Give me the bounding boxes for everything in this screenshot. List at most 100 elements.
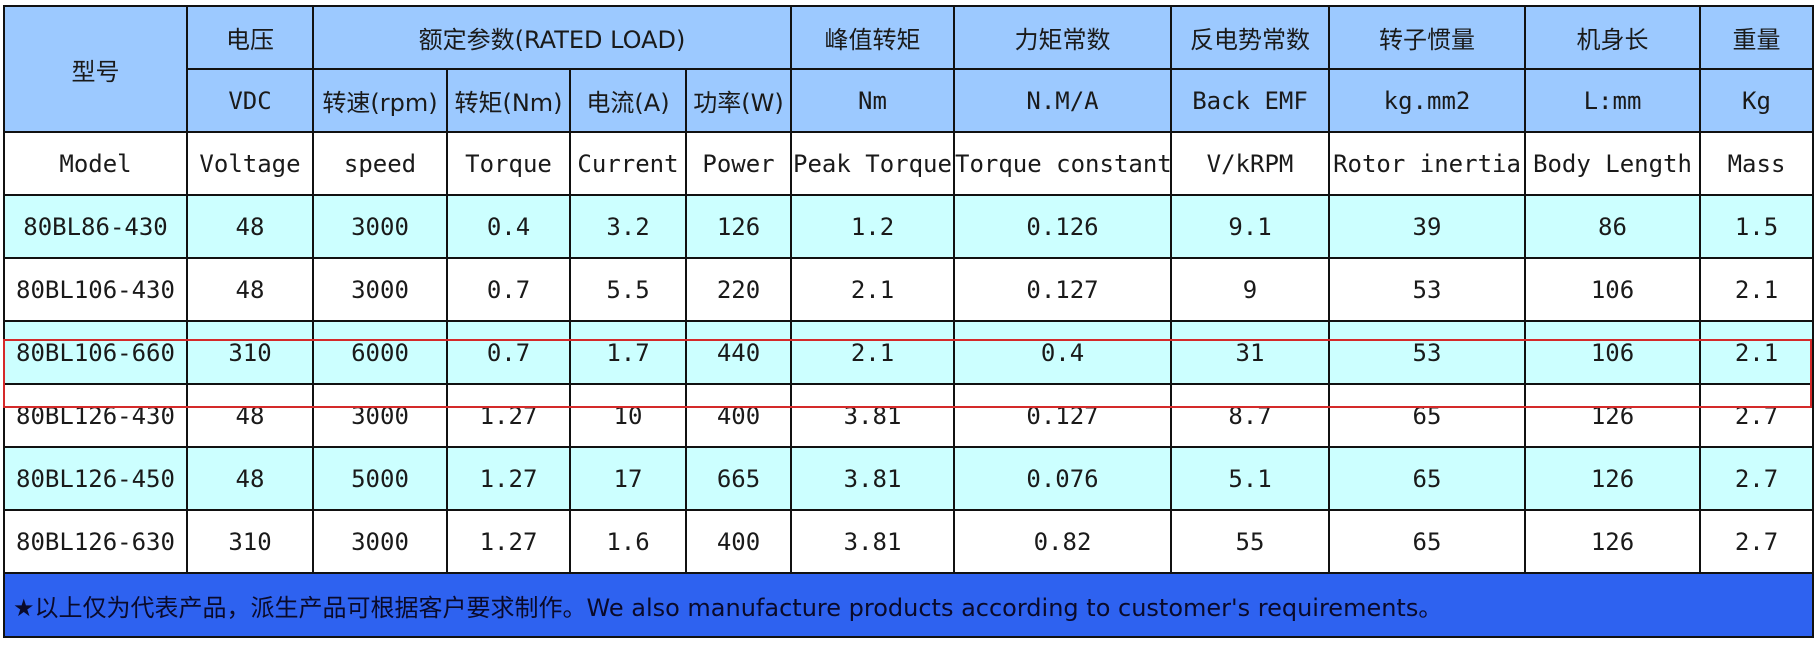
header-speed-en: speed [312, 131, 448, 196]
cell-mass: 2.7 [1699, 383, 1814, 448]
header-peak-en: Peak Torque [790, 131, 955, 196]
cell-speed: 3000 [312, 257, 448, 322]
cell-ke: 9.1 [1170, 194, 1330, 259]
header-power-en: Power [685, 131, 792, 196]
cell-current: 3.2 [569, 194, 687, 259]
cell-torque: 0.7 [446, 320, 571, 385]
cell-kt: 0.126 [953, 194, 1172, 259]
cell-ke: 5.1 [1170, 446, 1330, 511]
cell-model: 80BL106-660 [3, 320, 188, 385]
cell-inertia: 39 [1328, 194, 1526, 259]
header-row-units: VDC 转速(rpm) 转矩(Nm) 电流(A) 功率(W) Nm N.M/A … [4, 68, 1814, 133]
cell-model: 80BL126-430 [3, 383, 188, 448]
header-torque-const-unit: N.M/A [953, 68, 1172, 133]
cell-inertia: 65 [1328, 509, 1526, 574]
cell-peak: 3.81 [790, 509, 955, 574]
cell-peak: 2.1 [790, 320, 955, 385]
cell-kt: 0.127 [953, 383, 1172, 448]
cell-inertia: 65 [1328, 383, 1526, 448]
spec-table-container: 型号 电压 额定参数(RATED LOAD) 峰值转矩 力矩常数 反电势常数 转… [3, 5, 1814, 638]
cell-inertia: 65 [1328, 446, 1526, 511]
cell-power: 220 [685, 257, 792, 322]
cell-speed: 3000 [312, 194, 448, 259]
cell-voltage: 310 [186, 509, 314, 574]
cell-model: 80BL126-450 [3, 446, 188, 511]
motor-spec-table: 型号 电压 额定参数(RATED LOAD) 峰值转矩 力矩常数 反电势常数 转… [3, 5, 1814, 638]
header-current-en: Current [569, 131, 687, 196]
cell-mass: 2.1 [1699, 257, 1814, 322]
header-speed-cn: 转速(rpm) [312, 68, 448, 133]
cell-model: 80BL106-430 [3, 257, 188, 322]
cell-mass: 2.7 [1699, 446, 1814, 511]
header-inertia-en: Rotor inertia [1328, 131, 1526, 196]
header-length-unit: L:mm [1524, 68, 1701, 133]
header-peak-cn: 峰值转矩 [790, 5, 955, 70]
cell-inertia: 53 [1328, 257, 1526, 322]
cell-torque: 1.27 [446, 509, 571, 574]
header-row-cn: 型号 电压 额定参数(RATED LOAD) 峰值转矩 力矩常数 反电势常数 转… [3, 5, 1814, 133]
header-model-en: Model [3, 131, 188, 196]
header-model-cn: 型号 [3, 5, 188, 133]
cell-peak: 1.2 [790, 194, 955, 259]
table-row: 80BL106-660 310 6000 0.7 1.7 440 2.1 0.4 31 53 106… [3, 320, 1814, 385]
cell-length: 126 [1524, 446, 1701, 511]
cell-length: 126 [1524, 509, 1701, 574]
cell-current: 1.7 [569, 320, 687, 385]
footer-note: ★以上仅为代表产品，派生产品可根据客户要求制作。We also manufact… [3, 572, 1814, 638]
cell-peak: 2.1 [790, 257, 955, 322]
header-voltage-cn: 电压 [186, 5, 314, 70]
header-length-cn: 机身长 [1524, 5, 1701, 70]
cell-current: 5.5 [569, 257, 687, 322]
header-mass-en: Mass [1699, 131, 1814, 196]
cell-current: 17 [569, 446, 687, 511]
header-back-emf-en: V/kRPM [1170, 131, 1330, 196]
header-voltage-unit: VDC [186, 68, 314, 133]
cell-ke: 8.7 [1170, 383, 1330, 448]
cell-speed: 3000 [312, 383, 448, 448]
cell-power: 665 [685, 446, 792, 511]
cell-peak: 3.81 [790, 446, 955, 511]
cell-voltage: 48 [186, 383, 314, 448]
header-torque-const-cn: 力矩常数 [953, 5, 1172, 70]
cell-voltage: 48 [186, 194, 314, 259]
header-torque-cn: 转矩(Nm) [446, 68, 571, 133]
cell-current: 1.6 [569, 509, 687, 574]
header-current-cn: 电流(A) [569, 68, 687, 133]
header-inertia-cn: 转子惯量 [1328, 5, 1526, 70]
header-voltage-en: Voltage [186, 131, 314, 196]
cell-power: 440 [685, 320, 792, 385]
cell-kt: 0.076 [953, 446, 1172, 511]
header-row-en: Model Voltage speed Torque Current Power… [3, 131, 1814, 196]
cell-speed: 3000 [312, 509, 448, 574]
cell-ke: 31 [1170, 320, 1330, 385]
cell-torque: 1.27 [446, 383, 571, 448]
header-torque-const-en: Torque constant [953, 131, 1172, 196]
cell-inertia: 53 [1328, 320, 1526, 385]
cell-mass: 1.5 [1699, 194, 1814, 259]
header-length-en: Body Length [1524, 131, 1701, 196]
footer-row: ★以上仅为代表产品，派生产品可根据客户要求制作。We also manufact… [3, 572, 1814, 638]
cell-kt: 0.82 [953, 509, 1172, 574]
cell-length: 86 [1524, 194, 1701, 259]
header-rated-load: 额定参数(RATED LOAD) [312, 5, 792, 70]
cell-length: 106 [1524, 257, 1701, 322]
cell-model: 80BL86-430 [3, 194, 188, 259]
cell-ke: 55 [1170, 509, 1330, 574]
cell-speed: 5000 [312, 446, 448, 511]
cell-voltage: 310 [186, 320, 314, 385]
table-row: 80BL126-630 310 3000 1.27 1.6 400 3.81 0.82 55 65… [3, 509, 1814, 574]
table-row: 80BL86-430 48 3000 0.4 3.2 126 1.2 0.126 9.1 39 86… [3, 194, 1814, 259]
table-row: 80BL106-430 48 3000 0.7 5.5 220 2.1 0.127 9 53 106… [3, 257, 1814, 322]
cell-torque: 0.7 [446, 257, 571, 322]
header-torque-en: Torque [446, 131, 571, 196]
cell-mass: 2.7 [1699, 509, 1814, 574]
header-peak-unit: Nm [790, 68, 955, 133]
cell-model: 80BL126-630 [3, 509, 188, 574]
cell-kt: 0.127 [953, 257, 1172, 322]
cell-peak: 3.81 [790, 383, 955, 448]
cell-power: 126 [685, 194, 792, 259]
header-inertia-unit: kg.mm2 [1328, 68, 1526, 133]
header-mass-cn: 重量 [1699, 5, 1814, 70]
cell-length: 126 [1524, 383, 1701, 448]
cell-voltage: 48 [186, 446, 314, 511]
